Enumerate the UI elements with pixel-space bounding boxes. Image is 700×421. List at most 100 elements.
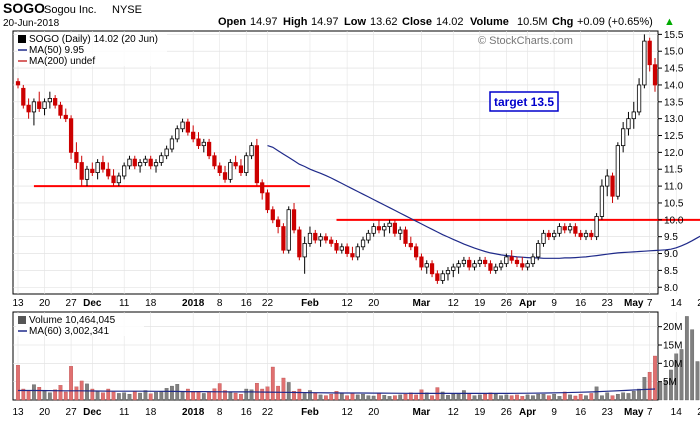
candle-body bbox=[143, 158, 148, 163]
candle-body bbox=[403, 229, 408, 244]
candle-up bbox=[599, 179, 605, 220]
candle-down bbox=[350, 246, 355, 261]
volume-bar-down bbox=[578, 393, 583, 401]
candle-up bbox=[382, 223, 387, 237]
candle-body bbox=[185, 121, 190, 133]
candle-body bbox=[599, 185, 605, 217]
volume-bar-up bbox=[143, 390, 148, 401]
candle-body bbox=[137, 162, 143, 167]
volume-bar-up bbox=[568, 394, 572, 401]
volume-bar-up bbox=[398, 394, 403, 401]
volume-bar-up bbox=[663, 380, 668, 401]
volume-bar-up bbox=[584, 395, 588, 401]
candle-body bbox=[387, 222, 392, 227]
candle-down bbox=[37, 91, 42, 112]
candle-body bbox=[642, 40, 647, 86]
volume-bar-up bbox=[424, 392, 429, 401]
candle-body bbox=[440, 273, 445, 281]
ma50-line bbox=[267, 145, 700, 259]
candle-body bbox=[467, 259, 472, 268]
candle-body bbox=[429, 263, 435, 275]
candle-up bbox=[567, 223, 573, 234]
volume-bar-down bbox=[260, 388, 265, 401]
candle-up bbox=[180, 118, 185, 133]
candle-body bbox=[106, 168, 111, 177]
candle-down bbox=[90, 162, 95, 176]
date-tick-label: 9 bbox=[551, 407, 557, 418]
candle-body bbox=[217, 165, 222, 174]
candle-down bbox=[106, 162, 111, 180]
candle-up bbox=[153, 159, 159, 173]
date-tick-label: Dec bbox=[83, 298, 102, 309]
candle-up bbox=[583, 229, 589, 241]
candle-body bbox=[615, 145, 620, 197]
volume-bar-down bbox=[350, 392, 355, 401]
candle-body bbox=[15, 81, 21, 86]
price-moving-averages bbox=[267, 145, 700, 259]
candle-up bbox=[95, 159, 100, 180]
volume-bar-down bbox=[520, 396, 525, 401]
candle-up bbox=[631, 101, 636, 129]
date-tick-label: 8 bbox=[217, 407, 223, 418]
volume-bar-down bbox=[207, 392, 211, 401]
candle-body bbox=[297, 229, 302, 258]
candle-down bbox=[408, 236, 413, 251]
candle-up bbox=[127, 155, 132, 170]
price-tick-label: 13.5 bbox=[664, 97, 684, 108]
candle-body bbox=[127, 158, 132, 167]
candle-up bbox=[451, 263, 456, 278]
price-tick-label: 9.0 bbox=[664, 249, 678, 260]
candle-up bbox=[307, 226, 313, 247]
candle-up bbox=[339, 243, 344, 254]
price-legend-swatch bbox=[18, 35, 26, 43]
date-tick-label: 18 bbox=[145, 298, 157, 309]
volume-bar-down bbox=[74, 386, 79, 401]
volume-bar-down bbox=[324, 395, 328, 401]
volume-axis: 5M 10M 15M 20M bbox=[658, 322, 682, 388]
volume-bar-up bbox=[175, 384, 180, 401]
volume-bar-up bbox=[456, 393, 461, 401]
volume-bar-down bbox=[546, 395, 551, 401]
price-tick-label: 13.0 bbox=[664, 114, 684, 125]
candle-up bbox=[472, 260, 477, 271]
candle-down bbox=[212, 152, 217, 170]
vma60-legend-label: MA(60) 3,002,341 bbox=[29, 326, 109, 337]
volume-bar-up bbox=[308, 390, 312, 401]
volume-bar-up bbox=[47, 392, 52, 401]
candle-up bbox=[244, 152, 249, 176]
candle-body bbox=[350, 253, 355, 258]
candle-down bbox=[265, 189, 270, 214]
candle-body bbox=[329, 239, 334, 244]
candle-body bbox=[445, 269, 451, 275]
candle-up bbox=[175, 125, 180, 143]
price-tick-label: 14.0 bbox=[664, 80, 684, 91]
candle-up bbox=[47, 91, 52, 109]
date-tick-label: 11 bbox=[119, 407, 130, 418]
candle-body bbox=[281, 226, 286, 251]
volume-bar-down bbox=[69, 366, 73, 401]
volume-bar-up bbox=[138, 392, 142, 401]
candle-up bbox=[615, 142, 620, 200]
candle-up bbox=[164, 145, 169, 160]
close-value: 14.02 bbox=[436, 16, 464, 28]
candle-body bbox=[605, 175, 610, 187]
volume-bar-up bbox=[536, 393, 541, 401]
candle-up bbox=[387, 219, 392, 234]
watermark: © StockCharts.com bbox=[478, 35, 573, 47]
open-label: Open bbox=[218, 16, 246, 28]
volume-bar-up bbox=[366, 395, 371, 401]
candle-body bbox=[21, 87, 26, 106]
date-tick-label: 23 bbox=[602, 298, 614, 309]
candle-body bbox=[228, 162, 233, 180]
volume-bar-up bbox=[355, 394, 360, 401]
date-tick-label: 22 bbox=[262, 407, 274, 418]
exchange-name: NYSE bbox=[112, 4, 142, 16]
volume-bar-up bbox=[85, 383, 89, 401]
candle-body bbox=[424, 263, 429, 268]
chart-date: 20-Jun-2018 bbox=[3, 18, 60, 29]
candle-up bbox=[398, 226, 403, 241]
candle-body bbox=[360, 239, 366, 248]
volume-bar-down bbox=[403, 393, 408, 401]
volume-bar-down bbox=[16, 365, 20, 401]
candle-up bbox=[366, 229, 371, 244]
